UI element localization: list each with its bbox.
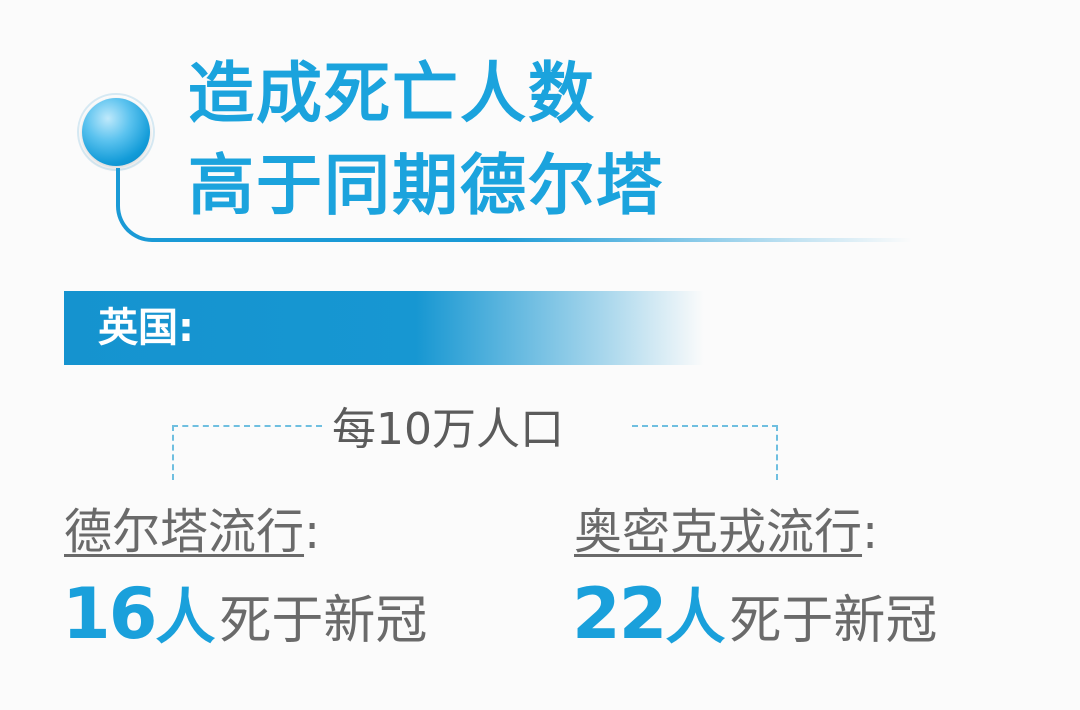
delta-death-unit: 人	[155, 583, 216, 653]
variant-delta-label: 德尔塔流行:	[64, 500, 320, 564]
variant-omicron-stat: 22人死于新冠	[572, 574, 937, 673]
omicron-death-count: 22	[572, 573, 667, 655]
title-underline	[152, 238, 912, 242]
delta-death-description: 死于新冠	[219, 591, 428, 651]
variant-omicron-label: 奥密克戎流行:	[574, 500, 878, 564]
per-population-label: 每10万人口	[332, 404, 564, 455]
variant-delta-colon: :	[304, 504, 321, 560]
variant-omicron-name: 奥密克戎流行	[574, 504, 863, 560]
page-title: 造成死亡人数 高于同期德尔塔	[188, 48, 664, 232]
title-connector-line	[116, 168, 156, 242]
region-banner	[64, 291, 704, 365]
omicron-death-unit: 人	[665, 583, 726, 653]
delta-death-count: 16	[62, 573, 157, 655]
variant-omicron-colon: :	[862, 504, 879, 560]
bubble-icon	[82, 98, 150, 166]
region-label: 英国:	[98, 305, 194, 351]
title-line-1: 造成死亡人数	[188, 55, 596, 132]
variant-delta-stat: 16人死于新冠	[62, 574, 427, 673]
title-line-2: 高于同期德尔塔	[188, 147, 664, 224]
omicron-death-description: 死于新冠	[729, 591, 938, 651]
bracket-left	[172, 425, 322, 480]
bracket-right	[632, 425, 778, 480]
variant-delta-name: 德尔塔流行	[64, 504, 305, 560]
